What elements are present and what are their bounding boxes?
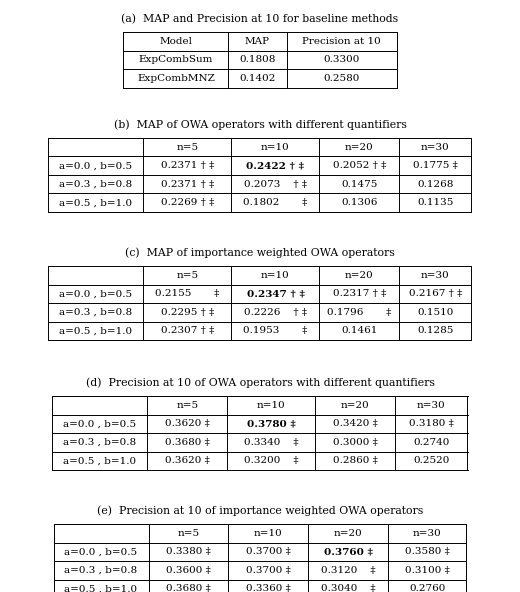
Text: n=10: n=10 [254, 529, 283, 538]
Text: 0.3180 ‡: 0.3180 ‡ [409, 419, 454, 428]
Text: n=5: n=5 [176, 143, 199, 152]
Text: 0.2520: 0.2520 [413, 456, 450, 465]
Text: 0.1402: 0.1402 [239, 74, 276, 83]
Text: n=30: n=30 [421, 271, 450, 280]
Text: 0.2371 † ‡: 0.2371 † ‡ [161, 180, 214, 189]
Text: 0.2269 † ‡: 0.2269 † ‡ [161, 198, 214, 207]
Text: 0.2347 † ‡: 0.2347 † ‡ [246, 289, 304, 298]
Text: 0.1775 ‡: 0.1775 ‡ [413, 161, 458, 170]
Text: 0.3780 ‡: 0.3780 ‡ [247, 419, 296, 428]
Text: 0.3620 ‡: 0.3620 ‡ [165, 419, 210, 428]
Text: 0.2307 † ‡: 0.2307 † ‡ [161, 326, 214, 335]
Text: 0.1475: 0.1475 [341, 180, 378, 189]
Text: 0.3300: 0.3300 [323, 55, 360, 65]
Text: a=0.3 , b=0.8: a=0.3 , b=0.8 [59, 308, 133, 317]
Text: Precision at 10: Precision at 10 [302, 37, 381, 46]
Text: 0.2167 † ‡: 0.2167 † ‡ [409, 289, 462, 298]
Text: 0.3760 ‡: 0.3760 ‡ [324, 547, 373, 556]
Text: n=5: n=5 [177, 529, 200, 538]
Text: n=20: n=20 [345, 271, 374, 280]
Text: 0.1268: 0.1268 [418, 180, 453, 189]
Text: 0.1285: 0.1285 [418, 326, 453, 335]
Text: 0.2052 † ‡: 0.2052 † ‡ [333, 161, 386, 170]
Text: a=0.5 , b=1.0: a=0.5 , b=1.0 [64, 584, 138, 592]
Text: 0.2422 † ‡: 0.2422 † ‡ [246, 161, 305, 170]
Text: a=0.0 , b=0.5: a=0.0 , b=0.5 [59, 161, 133, 170]
Text: a=0.3 , b=0.8: a=0.3 , b=0.8 [63, 437, 137, 447]
Text: 0.1510: 0.1510 [418, 308, 453, 317]
Text: 0.1306: 0.1306 [341, 198, 378, 207]
Text: 0.3040    ‡: 0.3040 ‡ [321, 584, 376, 592]
Text: 0.3680 ‡: 0.3680 ‡ [166, 584, 211, 592]
Text: 0.1802       ‡: 0.1802 ‡ [243, 198, 308, 207]
Text: 0.3580 ‡: 0.3580 ‡ [405, 547, 450, 556]
Text: a=0.5 , b=1.0: a=0.5 , b=1.0 [59, 198, 133, 207]
Text: a=0.3 , b=0.8: a=0.3 , b=0.8 [59, 180, 133, 189]
Text: n=20: n=20 [334, 529, 363, 538]
Text: 0.2317 † ‡: 0.2317 † ‡ [333, 289, 386, 298]
Text: 0.3700 ‡: 0.3700 ‡ [246, 547, 291, 556]
Text: 0.2860 ‡: 0.2860 ‡ [333, 456, 378, 465]
Text: 0.3420 ‡: 0.3420 ‡ [333, 419, 378, 428]
Text: 0.3100 ‡: 0.3100 ‡ [405, 566, 450, 575]
Text: n=30: n=30 [413, 529, 442, 538]
Text: 0.2155       ‡: 0.2155 ‡ [155, 289, 219, 298]
Text: n=10: n=10 [257, 401, 286, 410]
Text: 0.2073    † ‡: 0.2073 † ‡ [244, 180, 307, 189]
Text: (e)  Precision at 10 of importance weighted OWA operators: (e) Precision at 10 of importance weight… [97, 506, 423, 516]
Text: 0.3680 ‡: 0.3680 ‡ [165, 437, 210, 447]
Text: n=30: n=30 [421, 143, 450, 152]
Text: 0.2760: 0.2760 [409, 584, 446, 592]
Text: (a)  MAP and Precision at 10 for baseline methods: (a) MAP and Precision at 10 for baseline… [122, 14, 398, 24]
Text: n=5: n=5 [176, 401, 199, 410]
Text: 0.1461: 0.1461 [341, 326, 378, 335]
Text: n=5: n=5 [176, 271, 199, 280]
Text: 0.1796       ‡: 0.1796 ‡ [327, 308, 392, 317]
Text: (d)  Precision at 10 of OWA operators with different quantifiers: (d) Precision at 10 of OWA operators wit… [86, 378, 434, 388]
Text: 0.2226    † ‡: 0.2226 † ‡ [244, 308, 307, 317]
Text: (c)  MAP of importance weighted OWA operators: (c) MAP of importance weighted OWA opera… [125, 247, 395, 258]
Text: (b)  MAP of OWA operators with different quantifiers: (b) MAP of OWA operators with different … [113, 120, 407, 130]
Text: ExpCombMNZ: ExpCombMNZ [137, 74, 215, 83]
Text: 0.3120    ‡: 0.3120 ‡ [321, 566, 376, 575]
Text: a=0.3 , b=0.8: a=0.3 , b=0.8 [64, 566, 138, 575]
Text: 0.1135: 0.1135 [418, 198, 453, 207]
Text: ExpCombSum: ExpCombSum [139, 55, 213, 65]
Text: 0.2295 † ‡: 0.2295 † ‡ [161, 308, 214, 317]
Text: 0.3620 ‡: 0.3620 ‡ [165, 456, 210, 465]
Text: 0.3000 ‡: 0.3000 ‡ [333, 437, 378, 447]
Text: 0.3200    ‡: 0.3200 ‡ [244, 456, 299, 465]
Text: n=10: n=10 [261, 143, 290, 152]
Text: 0.3380 ‡: 0.3380 ‡ [166, 547, 211, 556]
Text: 0.1808: 0.1808 [239, 55, 276, 65]
Text: a=0.0 , b=0.5: a=0.0 , b=0.5 [59, 289, 133, 298]
Text: a=0.5 , b=1.0: a=0.5 , b=1.0 [63, 456, 137, 465]
Text: Model: Model [160, 37, 192, 46]
Text: n=10: n=10 [261, 271, 290, 280]
Text: 0.3600 ‡: 0.3600 ‡ [166, 566, 211, 575]
Text: 0.2580: 0.2580 [323, 74, 360, 83]
Text: 0.3700 ‡: 0.3700 ‡ [246, 566, 291, 575]
Text: a=0.0 , b=0.5: a=0.0 , b=0.5 [63, 419, 137, 428]
Text: MAP: MAP [245, 37, 270, 46]
Text: n=30: n=30 [417, 401, 446, 410]
Text: 0.3340    ‡: 0.3340 ‡ [244, 437, 299, 447]
Text: n=20: n=20 [341, 401, 370, 410]
Text: 0.2740: 0.2740 [413, 437, 450, 447]
Text: n=20: n=20 [345, 143, 374, 152]
Text: 0.3360 ‡: 0.3360 ‡ [246, 584, 291, 592]
Text: a=0.0 , b=0.5: a=0.0 , b=0.5 [64, 547, 138, 556]
Text: 0.1953       ‡: 0.1953 ‡ [243, 326, 308, 335]
Text: 0.2371 † ‡: 0.2371 † ‡ [161, 161, 214, 170]
Text: a=0.5 , b=1.0: a=0.5 , b=1.0 [59, 326, 133, 335]
